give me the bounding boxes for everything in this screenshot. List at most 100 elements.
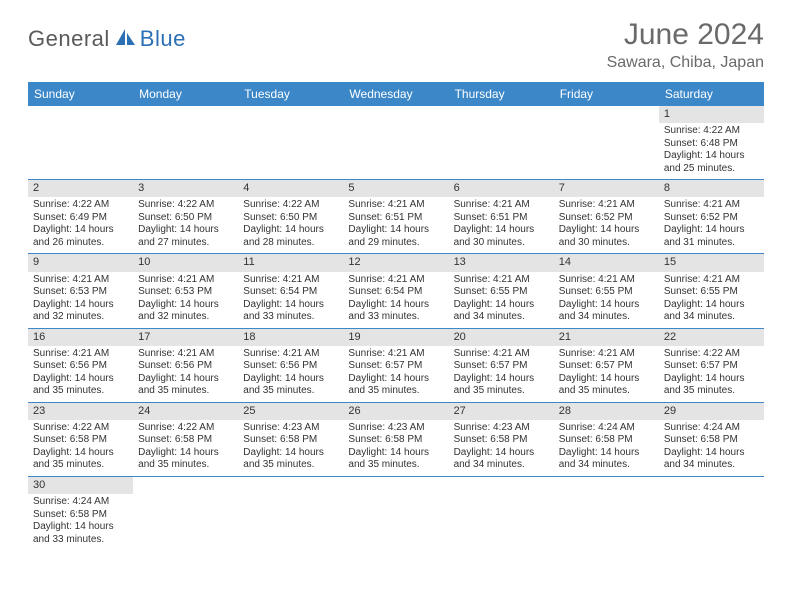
calendar-cell: 5Sunrise: 4:21 AMSunset: 6:51 PMDaylight…: [343, 180, 448, 254]
calendar-cell: 14Sunrise: 4:21 AMSunset: 6:55 PMDayligh…: [554, 254, 659, 328]
calendar-cell: 26Sunrise: 4:23 AMSunset: 6:58 PMDayligh…: [343, 402, 448, 476]
calendar-cell: 30Sunrise: 4:24 AMSunset: 6:58 PMDayligh…: [28, 476, 133, 550]
day-number: 12: [343, 254, 448, 271]
calendar-cell: 12Sunrise: 4:21 AMSunset: 6:54 PMDayligh…: [343, 254, 448, 328]
day-number: 16: [28, 329, 133, 346]
day-details: Sunrise: 4:23 AMSunset: 6:58 PMDaylight:…: [343, 420, 448, 476]
day-details: Sunrise: 4:21 AMSunset: 6:56 PMDaylight:…: [238, 346, 343, 402]
calendar-cell: [343, 106, 448, 180]
calendar-cell: 6Sunrise: 4:21 AMSunset: 6:51 PMDaylight…: [449, 180, 554, 254]
calendar-week: 1Sunrise: 4:22 AMSunset: 6:48 PMDaylight…: [28, 106, 764, 180]
day-number: 3: [133, 180, 238, 197]
day-number: 26: [343, 403, 448, 420]
day-header-cell: Saturday: [659, 82, 764, 106]
calendar-cell: 10Sunrise: 4:21 AMSunset: 6:53 PMDayligh…: [133, 254, 238, 328]
calendar-cell: [343, 476, 448, 550]
day-number: 29: [659, 403, 764, 420]
calendar-cell: 2Sunrise: 4:22 AMSunset: 6:49 PMDaylight…: [28, 180, 133, 254]
logo-text-blue: Blue: [140, 26, 186, 52]
calendar-week: 9Sunrise: 4:21 AMSunset: 6:53 PMDaylight…: [28, 254, 764, 328]
calendar-cell: [554, 106, 659, 180]
calendar-cell: 25Sunrise: 4:23 AMSunset: 6:58 PMDayligh…: [238, 402, 343, 476]
day-number: 24: [133, 403, 238, 420]
title-block: June 2024 Sawara, Chiba, Japan: [607, 18, 764, 72]
day-details: Sunrise: 4:21 AMSunset: 6:56 PMDaylight:…: [28, 346, 133, 402]
day-number: 5: [343, 180, 448, 197]
day-number: 25: [238, 403, 343, 420]
day-number: 17: [133, 329, 238, 346]
day-number: 30: [28, 477, 133, 494]
day-number: 13: [449, 254, 554, 271]
day-details: Sunrise: 4:22 AMSunset: 6:57 PMDaylight:…: [659, 346, 764, 402]
day-details: Sunrise: 4:24 AMSunset: 6:58 PMDaylight:…: [659, 420, 764, 476]
day-number: 2: [28, 180, 133, 197]
day-details: Sunrise: 4:21 AMSunset: 6:52 PMDaylight:…: [659, 197, 764, 253]
calendar-cell: [449, 476, 554, 550]
logo: General Blue: [28, 26, 186, 52]
day-details: Sunrise: 4:21 AMSunset: 6:57 PMDaylight:…: [343, 346, 448, 402]
day-details: Sunrise: 4:22 AMSunset: 6:50 PMDaylight:…: [238, 197, 343, 253]
day-details: Sunrise: 4:21 AMSunset: 6:55 PMDaylight:…: [449, 272, 554, 328]
day-details: Sunrise: 4:21 AMSunset: 6:52 PMDaylight:…: [554, 197, 659, 253]
day-details: Sunrise: 4:21 AMSunset: 6:57 PMDaylight:…: [449, 346, 554, 402]
calendar-week: 30Sunrise: 4:24 AMSunset: 6:58 PMDayligh…: [28, 476, 764, 550]
calendar-cell: 21Sunrise: 4:21 AMSunset: 6:57 PMDayligh…: [554, 328, 659, 402]
calendar-cell: 24Sunrise: 4:22 AMSunset: 6:58 PMDayligh…: [133, 402, 238, 476]
calendar-cell: 9Sunrise: 4:21 AMSunset: 6:53 PMDaylight…: [28, 254, 133, 328]
day-number: 11: [238, 254, 343, 271]
day-number: 14: [554, 254, 659, 271]
day-number: 15: [659, 254, 764, 271]
day-details: Sunrise: 4:21 AMSunset: 6:54 PMDaylight:…: [343, 272, 448, 328]
day-details: Sunrise: 4:24 AMSunset: 6:58 PMDaylight:…: [28, 494, 133, 550]
day-number: 23: [28, 403, 133, 420]
day-number: 28: [554, 403, 659, 420]
day-details: Sunrise: 4:22 AMSunset: 6:49 PMDaylight:…: [28, 197, 133, 253]
calendar-cell: [238, 476, 343, 550]
day-details: Sunrise: 4:21 AMSunset: 6:56 PMDaylight:…: [133, 346, 238, 402]
calendar-cell: 1Sunrise: 4:22 AMSunset: 6:48 PMDaylight…: [659, 106, 764, 180]
day-number: 21: [554, 329, 659, 346]
calendar-cell: 20Sunrise: 4:21 AMSunset: 6:57 PMDayligh…: [449, 328, 554, 402]
day-header-cell: Wednesday: [343, 82, 448, 106]
calendar-cell: [28, 106, 133, 180]
calendar-cell: [133, 476, 238, 550]
calendar-week: 23Sunrise: 4:22 AMSunset: 6:58 PMDayligh…: [28, 402, 764, 476]
day-header-cell: Sunday: [28, 82, 133, 106]
day-details: Sunrise: 4:21 AMSunset: 6:54 PMDaylight:…: [238, 272, 343, 328]
day-details: Sunrise: 4:21 AMSunset: 6:55 PMDaylight:…: [659, 272, 764, 328]
logo-text-general: General: [28, 26, 110, 52]
day-details: Sunrise: 4:21 AMSunset: 6:53 PMDaylight:…: [28, 272, 133, 328]
day-header-cell: Monday: [133, 82, 238, 106]
calendar-cell: 8Sunrise: 4:21 AMSunset: 6:52 PMDaylight…: [659, 180, 764, 254]
calendar-cell: 19Sunrise: 4:21 AMSunset: 6:57 PMDayligh…: [343, 328, 448, 402]
calendar-table: SundayMondayTuesdayWednesdayThursdayFrid…: [28, 82, 764, 550]
calendar-cell: 11Sunrise: 4:21 AMSunset: 6:54 PMDayligh…: [238, 254, 343, 328]
day-number: 22: [659, 329, 764, 346]
day-number: 4: [238, 180, 343, 197]
day-number: 1: [659, 106, 764, 123]
day-number: 27: [449, 403, 554, 420]
calendar-cell: 22Sunrise: 4:22 AMSunset: 6:57 PMDayligh…: [659, 328, 764, 402]
calendar-cell: 15Sunrise: 4:21 AMSunset: 6:55 PMDayligh…: [659, 254, 764, 328]
calendar-cell: 18Sunrise: 4:21 AMSunset: 6:56 PMDayligh…: [238, 328, 343, 402]
calendar-cell: 7Sunrise: 4:21 AMSunset: 6:52 PMDaylight…: [554, 180, 659, 254]
day-details: Sunrise: 4:23 AMSunset: 6:58 PMDaylight:…: [449, 420, 554, 476]
header: General Blue June 2024 Sawara, Chiba, Ja…: [28, 18, 764, 72]
calendar-cell: [238, 106, 343, 180]
day-number: 7: [554, 180, 659, 197]
day-number: 6: [449, 180, 554, 197]
day-header-cell: Thursday: [449, 82, 554, 106]
day-number: 18: [238, 329, 343, 346]
calendar-cell: 23Sunrise: 4:22 AMSunset: 6:58 PMDayligh…: [28, 402, 133, 476]
calendar-cell: [659, 476, 764, 550]
page-title: June 2024: [607, 18, 764, 52]
calendar-cell: [554, 476, 659, 550]
day-header-cell: Friday: [554, 82, 659, 106]
calendar-week: 2Sunrise: 4:22 AMSunset: 6:49 PMDaylight…: [28, 180, 764, 254]
calendar-cell: 3Sunrise: 4:22 AMSunset: 6:50 PMDaylight…: [133, 180, 238, 254]
day-number: 19: [343, 329, 448, 346]
day-details: Sunrise: 4:21 AMSunset: 6:51 PMDaylight:…: [449, 197, 554, 253]
calendar-cell: [449, 106, 554, 180]
day-number: 20: [449, 329, 554, 346]
calendar-cell: 4Sunrise: 4:22 AMSunset: 6:50 PMDaylight…: [238, 180, 343, 254]
